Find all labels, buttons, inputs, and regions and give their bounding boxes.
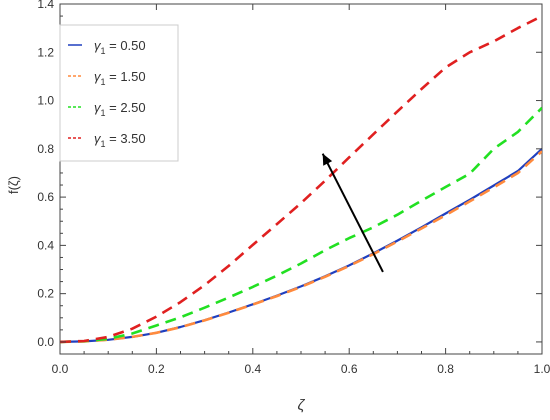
x-tick-label: 0.4 xyxy=(244,362,261,376)
legend: γ1 = 0.50 γ1 = 1.50 γ1 = 2.50 γ1 = 3.50 xyxy=(59,24,179,162)
trend-arrow-shaft xyxy=(321,153,384,273)
y-axis-label: f(ζ) xyxy=(6,176,21,194)
x-tick-label: 0.0 xyxy=(52,362,69,376)
y-axis-ticks: 0.0 0.2 0.4 0.6 0.8 1.0 1.2 1.4 xyxy=(37,0,542,349)
legend-label: γ1 = 1.50 xyxy=(94,69,146,87)
y-tick-label: 1.2 xyxy=(37,45,54,59)
y-tick-label: 1.4 xyxy=(37,0,54,11)
legend-label: γ1 = 2.50 xyxy=(94,100,146,118)
y-tick-label: 0.6 xyxy=(37,190,54,204)
y-tick-label: 0.2 xyxy=(37,287,54,301)
trend-arrow-layer xyxy=(321,153,384,273)
legend-label: γ1 = 0.50 xyxy=(94,38,146,56)
x-tick-label: 0.2 xyxy=(148,362,165,376)
trend-arrow-head xyxy=(322,153,333,166)
y-tick-label: 1.0 xyxy=(37,94,54,108)
y-tick-label: 0.8 xyxy=(37,142,54,156)
y-tick-label: 0.4 xyxy=(37,238,54,252)
x-tick-label: 0.8 xyxy=(437,362,454,376)
x-axis-label: ζ xyxy=(298,397,306,414)
x-tick-label: 1.0 xyxy=(534,362,550,376)
series-line-3 xyxy=(60,106,542,344)
legend-label: γ1 = 3.50 xyxy=(94,131,146,149)
x-axis-ticks: 0.0 0.2 0.4 0.6 0.8 1.0 xyxy=(52,4,550,376)
series-line-2 xyxy=(60,150,542,344)
series-layer xyxy=(60,14,542,344)
series-line-1 xyxy=(60,147,542,343)
y-tick-label: 0.0 xyxy=(37,335,54,349)
x-tick-label: 0.6 xyxy=(341,362,358,376)
